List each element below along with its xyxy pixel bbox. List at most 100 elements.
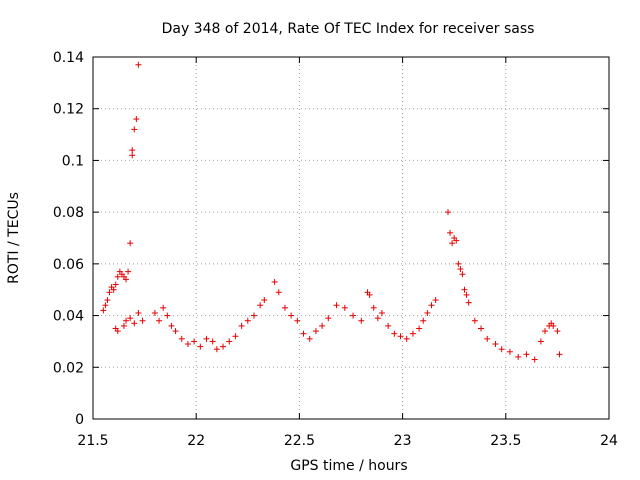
plot-frame — [92, 56, 610, 420]
data-point — [325, 315, 332, 322]
data-point — [226, 338, 233, 345]
data-point — [542, 328, 549, 335]
data-point — [123, 317, 130, 324]
data-point — [471, 317, 478, 324]
data-point — [129, 147, 136, 154]
y-tick-label: 0.08 — [53, 205, 84, 221]
data-point — [129, 152, 136, 159]
data-point — [156, 317, 163, 324]
data-point — [447, 229, 454, 236]
data-point — [106, 289, 113, 296]
data-point — [523, 351, 530, 358]
data-point — [197, 343, 204, 350]
data-point — [416, 325, 423, 332]
data-point — [281, 304, 288, 311]
data-point — [213, 346, 220, 353]
data-point — [463, 291, 470, 298]
data-point — [135, 309, 142, 316]
data-point — [120, 322, 127, 329]
data-point — [432, 297, 439, 304]
data-point — [127, 315, 134, 322]
data-point — [244, 317, 251, 324]
y-tick-label: 0 — [75, 412, 84, 428]
data-point — [374, 315, 381, 322]
data-point — [461, 286, 468, 293]
y-tick-label: 0.14 — [53, 50, 84, 66]
data-point — [445, 209, 452, 216]
data-point — [112, 281, 119, 288]
y-tick-label: 0.02 — [53, 360, 84, 376]
data-point — [453, 237, 460, 244]
data-point — [515, 353, 522, 360]
data-point — [114, 273, 121, 280]
data-point — [397, 333, 404, 340]
data-point — [428, 302, 435, 309]
y-axis-label: ROTI / TECUs — [6, 192, 22, 284]
data-point — [125, 268, 132, 275]
data-point — [455, 260, 462, 267]
data-point — [370, 304, 377, 311]
data-point — [250, 312, 257, 319]
data-point — [131, 126, 138, 133]
x-tick-label: 22.5 — [284, 433, 315, 449]
data-point — [110, 286, 117, 293]
data-point — [385, 322, 392, 329]
data-point — [492, 341, 499, 348]
data-point — [191, 338, 198, 345]
x-tick-label: 24 — [600, 433, 618, 449]
data-point — [350, 312, 357, 319]
data-point — [220, 343, 227, 350]
y-tick-label: 0.1 — [62, 153, 84, 169]
data-point — [333, 302, 340, 309]
data-point — [537, 338, 544, 345]
data-point — [424, 309, 431, 316]
data-point — [172, 328, 179, 335]
data-point — [498, 346, 505, 353]
y-tick-label: 0.06 — [53, 257, 84, 273]
data-point — [133, 116, 140, 123]
x-tick-label: 21.5 — [77, 433, 108, 449]
x-tick-label: 23 — [394, 433, 412, 449]
data-point — [131, 320, 138, 327]
data-point — [319, 322, 326, 329]
data-point — [102, 302, 109, 309]
data-point — [506, 348, 513, 355]
data-point — [449, 240, 456, 247]
data-point — [127, 240, 134, 247]
x-tick-label: 22 — [187, 433, 205, 449]
data-point — [139, 317, 146, 324]
data-point — [478, 325, 485, 332]
x-tick-label: 23.5 — [490, 433, 521, 449]
data-point — [378, 309, 385, 316]
data-point — [123, 276, 130, 283]
data-point — [420, 317, 427, 324]
data-point — [358, 317, 365, 324]
data-point — [151, 309, 158, 316]
data-point — [275, 289, 282, 296]
data-point — [184, 341, 191, 348]
data-point — [341, 304, 348, 311]
chart-title: Day 348 of 2014, Rate Of TEC Index for r… — [162, 21, 535, 37]
data-point — [556, 351, 563, 358]
data-point — [164, 312, 171, 319]
data-point — [312, 328, 319, 335]
data-point — [209, 338, 216, 345]
y-tick-label: 0.04 — [53, 309, 84, 325]
data-point — [459, 271, 466, 278]
data-points — [100, 61, 563, 363]
data-point — [403, 335, 410, 342]
grid-lines — [93, 57, 609, 419]
data-point — [484, 335, 491, 342]
data-point — [203, 335, 210, 342]
y-tick-label: 0.12 — [53, 102, 84, 118]
data-point — [288, 312, 295, 319]
data-point — [178, 335, 185, 342]
data-point — [232, 333, 239, 340]
data-point — [168, 322, 175, 329]
data-point — [114, 328, 121, 335]
data-point — [550, 322, 557, 329]
data-point — [238, 322, 245, 329]
y-tick-labels: 0 0.02 0.04 0.06 0.08 0.1 0.12 0.14 — [53, 50, 84, 428]
